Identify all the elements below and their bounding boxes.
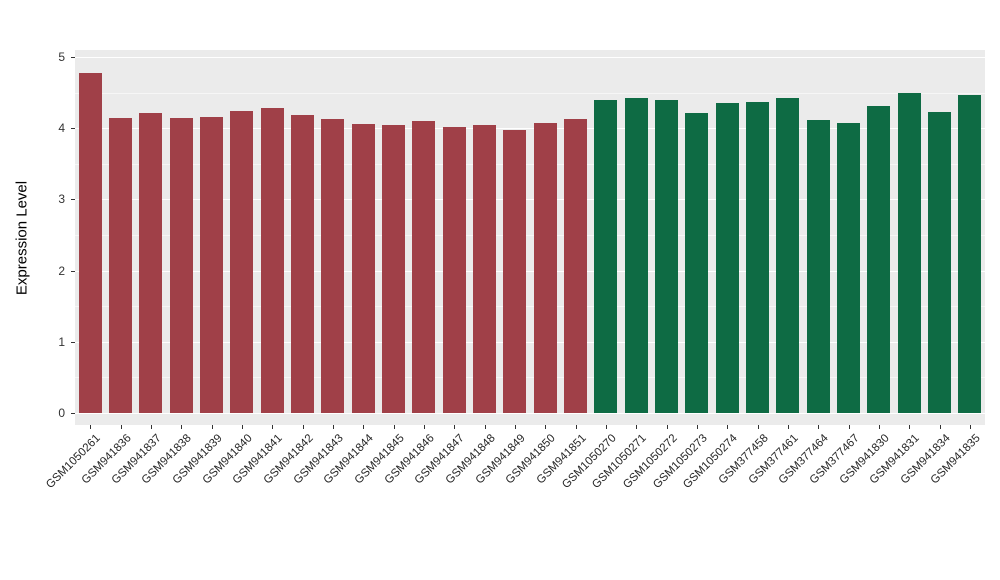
x-tick-mark <box>90 425 92 429</box>
x-tick-mark <box>696 425 698 429</box>
x-tick-mark <box>332 425 334 429</box>
bar <box>169 118 193 413</box>
y-tick-label: 1 <box>58 334 65 349</box>
gridline-major <box>75 413 985 414</box>
bar <box>533 122 557 413</box>
bar <box>200 116 223 413</box>
x-tick-mark <box>241 425 243 429</box>
gridline-major <box>75 128 985 130</box>
bar <box>928 111 951 413</box>
bar <box>594 100 618 413</box>
x-tick-mark <box>150 425 152 429</box>
x-tick-mark <box>545 425 547 429</box>
bar <box>897 93 921 413</box>
y-tick-label: 3 <box>58 192 65 207</box>
y-tick-mark <box>71 199 75 201</box>
x-tick-mark <box>666 425 668 429</box>
x-tick-mark <box>848 425 850 429</box>
x-tick-mark <box>423 425 425 429</box>
y-tick-mark <box>71 413 75 414</box>
bar <box>291 115 314 413</box>
y-tick-label: 0 <box>58 406 65 420</box>
x-tick-mark <box>211 425 213 429</box>
y-tick-mark <box>71 341 75 343</box>
bar <box>806 120 830 413</box>
bar <box>624 98 648 413</box>
bar <box>503 130 527 413</box>
x-tick-mark <box>575 425 577 429</box>
bar <box>139 113 163 413</box>
bar <box>958 94 982 413</box>
bar <box>715 103 739 413</box>
bar <box>473 125 496 413</box>
x-tick-mark <box>818 425 820 429</box>
bar <box>351 123 375 413</box>
x-tick-mark <box>969 425 971 429</box>
bar <box>746 101 769 413</box>
x-tick-mark <box>605 425 607 429</box>
bar <box>412 121 436 413</box>
x-tick-mark <box>727 425 729 429</box>
x-tick-mark <box>757 425 759 429</box>
x-tick-mark <box>272 425 274 429</box>
gridline-major <box>75 199 985 201</box>
y-tick-label: 2 <box>58 263 65 278</box>
x-tick-mark <box>787 425 789 429</box>
gridline-minor <box>75 306 985 308</box>
gridline-minor <box>75 163 985 165</box>
x-tick-mark <box>181 425 183 429</box>
plot-panel <box>75 50 985 425</box>
x-tick-mark <box>939 425 941 429</box>
bar <box>837 123 860 413</box>
x-tick-mark <box>393 425 395 429</box>
bar <box>382 125 405 413</box>
y-tick-mark <box>71 128 75 130</box>
gridline-minor <box>75 235 985 236</box>
x-tick-mark <box>909 425 911 429</box>
x-tick-mark <box>636 425 638 429</box>
bar <box>685 112 709 413</box>
bar <box>78 72 102 413</box>
bar <box>867 106 891 413</box>
gridline-minor <box>75 92 985 94</box>
bar <box>230 111 254 413</box>
x-tick-mark <box>363 425 365 429</box>
gridline-major <box>75 341 985 343</box>
bar <box>655 99 678 413</box>
gridline-major <box>75 270 985 272</box>
y-tick-mark <box>71 270 75 272</box>
x-tick-mark <box>484 425 486 429</box>
y-axis-title: Expression Level <box>13 180 31 295</box>
x-tick-mark <box>120 425 122 429</box>
x-tick-mark <box>878 425 880 429</box>
bar <box>321 118 345 413</box>
x-tick-mark <box>454 425 456 429</box>
gridline-minor <box>75 377 985 379</box>
bar <box>442 127 466 413</box>
x-tick-mark <box>302 425 304 429</box>
y-tick-label: 4 <box>58 121 65 136</box>
gridline-major <box>75 57 985 58</box>
bar <box>564 118 587 413</box>
bar <box>109 117 132 413</box>
y-tick-mark <box>71 57 75 58</box>
y-tick-label: 5 <box>58 50 65 64</box>
x-tick-mark <box>514 425 516 429</box>
bar <box>260 108 284 413</box>
bar <box>776 98 800 413</box>
